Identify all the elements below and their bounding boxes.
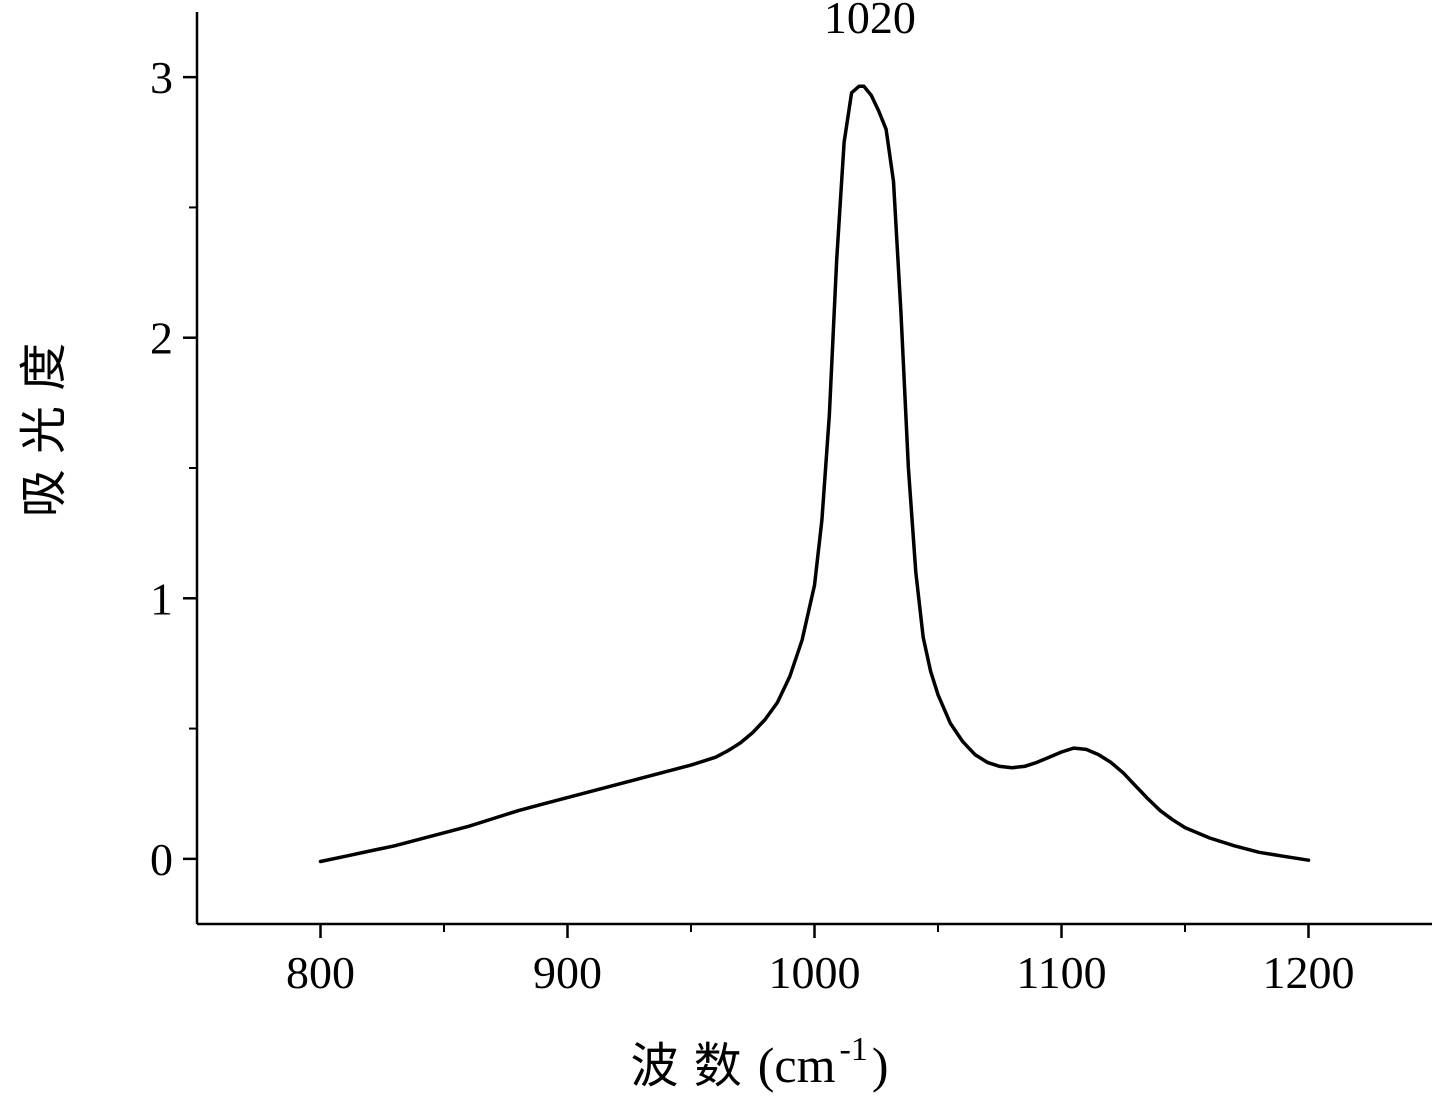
- y-tick-label: 3: [150, 52, 173, 103]
- x-axis-unit-close: ): [872, 1037, 889, 1093]
- x-tick-label: 1100: [1016, 947, 1106, 998]
- y-tick-label: 0: [150, 834, 173, 885]
- x-axis-unit: (cm: [758, 1037, 836, 1093]
- x-tick-label: 1000: [769, 947, 861, 998]
- peak-annotation: 1020: [824, 0, 916, 43]
- x-axis-unit-superscript: -1: [840, 1031, 868, 1068]
- ticks: 800 900 1000 1100 1200 0 1 2 3: [150, 52, 1355, 998]
- axes: [197, 12, 1432, 924]
- x-tick-label: 900: [533, 947, 602, 998]
- absorbance-series-line: [321, 86, 1309, 861]
- x-axis-title: 波 数 (cm -1 ): [631, 1031, 889, 1094]
- y-axis-title: 吸 光 度: [16, 343, 72, 518]
- x-axis-label: 波 数: [631, 1038, 742, 1094]
- series-layer: [321, 86, 1309, 861]
- y-tick-label: 1: [150, 573, 173, 624]
- y-tick-label: 2: [150, 313, 173, 364]
- x-tick-label: 800: [286, 947, 355, 998]
- x-tick-label: 1200: [1263, 947, 1355, 998]
